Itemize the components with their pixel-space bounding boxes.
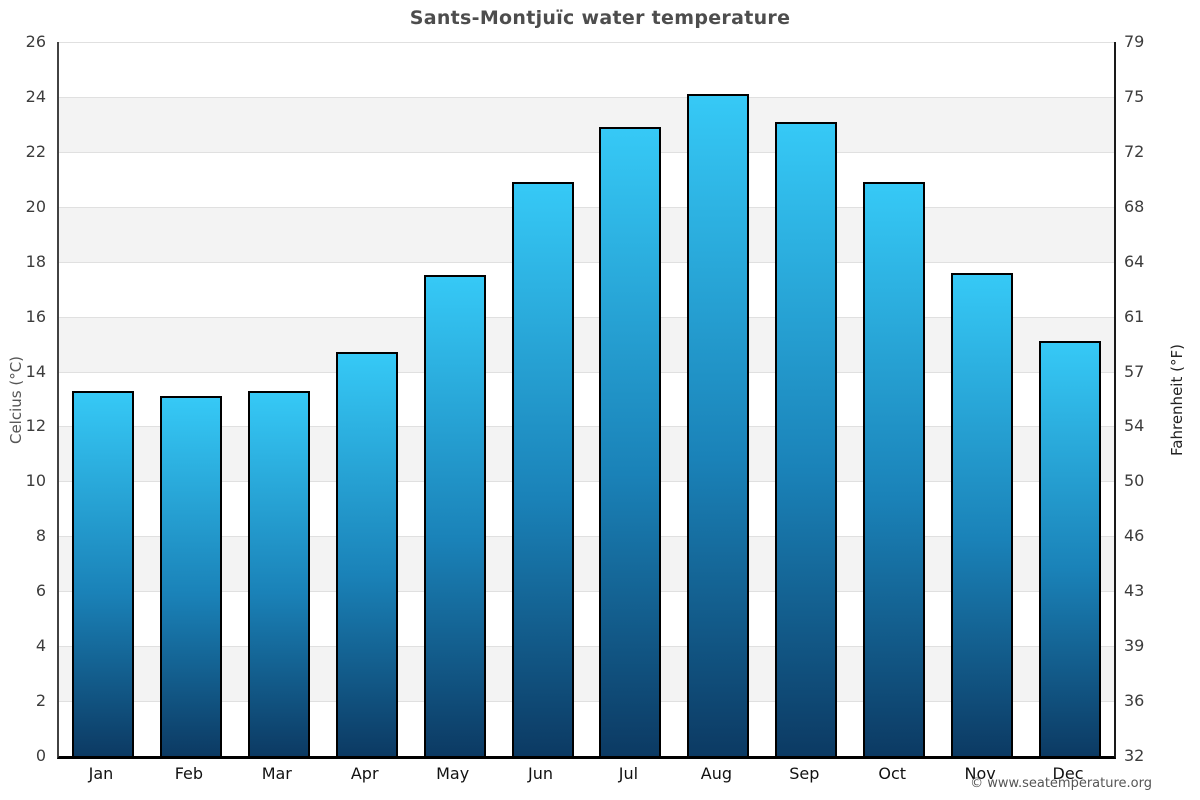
gridline [59, 536, 1114, 538]
chart-title: Sants-Montjuïc water temperature [409, 7, 791, 29]
bar-feb[interactable] [159, 396, 222, 756]
month-label-oct: Oct [878, 764, 907, 783]
bar-apr[interactable] [335, 352, 398, 756]
y-tick-left-22: 22 [25, 141, 46, 161]
y-tick-left-2: 2 [35, 691, 46, 711]
month-label-dec: Dec [1052, 764, 1084, 783]
x-axis-month-labels: Jan Feb Mar Apr May Jun Jul Aug Sep Oct Nov Dec [57, 764, 1112, 790]
month-label-feb: Feb [174, 764, 204, 783]
y-tick-left-12: 12 [25, 416, 46, 436]
month-label-jan: Jan [88, 764, 114, 783]
gridline [59, 261, 1114, 263]
y-tick-right-43: 43 [1124, 581, 1145, 601]
y-tick-left-4: 4 [35, 636, 46, 656]
y-axis-left-ticks: 0 2 4 6 8 10 12 14 16 18 20 22 24 26 [0, 34, 48, 764]
y-tick-right-72: 72 [1124, 141, 1145, 161]
bar-mar[interactable] [247, 390, 310, 756]
y-tick-right-75: 75 [1124, 86, 1145, 106]
y-tick-right-64: 64 [1124, 251, 1145, 271]
bar-jul[interactable] [599, 127, 662, 756]
y-tick-right-79: 79 [1124, 32, 1145, 51]
y-axis-right-ticks: 32 36 39 43 46 50 54 57 61 64 68 72 75 79 [1124, 34, 1184, 764]
y-tick-right-36: 36 [1124, 691, 1145, 711]
y-tick-right-50: 50 [1124, 471, 1145, 491]
gridline [59, 96, 1114, 98]
gridline [59, 646, 1114, 648]
month-label-aug: Aug [700, 764, 732, 783]
y-tick-right-61: 61 [1124, 306, 1145, 326]
plot-band [59, 536, 1114, 592]
month-label-sep: Sep [789, 764, 820, 783]
month-label-mar: Mar [261, 764, 292, 783]
y-tick-left-6: 6 [35, 581, 46, 601]
bar-nov[interactable] [951, 272, 1014, 756]
plot-band [59, 426, 1114, 482]
plot-band [59, 316, 1114, 372]
gridline [59, 481, 1114, 483]
plot-area [57, 42, 1116, 759]
plot-band [59, 152, 1114, 207]
y-tick-right-39: 39 [1124, 636, 1145, 656]
y-tick-left-16: 16 [25, 306, 46, 326]
bar-jan[interactable] [71, 390, 134, 756]
gridline [59, 591, 1114, 593]
gridline [59, 316, 1114, 318]
y-tick-right-32: 32 [1124, 746, 1145, 765]
y-tick-left-10: 10 [25, 471, 46, 491]
y-tick-left-0: 0 [35, 746, 46, 765]
y-tick-left-24: 24 [25, 86, 46, 106]
y-tick-left-26: 26 [25, 32, 46, 51]
month-label-jul: Jul [618, 764, 639, 783]
gridline [59, 371, 1114, 373]
month-label-jun: Jun [528, 764, 554, 783]
y-tick-left-14: 14 [25, 361, 46, 381]
y-tick-right-68: 68 [1124, 196, 1145, 216]
y-tick-right-57: 57 [1124, 361, 1145, 381]
month-label-may: May [436, 764, 470, 783]
y-tick-left-18: 18 [25, 251, 46, 271]
footer-credit: © www.seatemperature.org [970, 776, 1152, 791]
bar-sep[interactable] [775, 121, 838, 756]
month-label-nov: Nov [964, 764, 996, 783]
plot-band [59, 646, 1114, 702]
gridline [59, 151, 1114, 153]
bar-oct[interactable] [863, 182, 926, 756]
bar-aug[interactable] [687, 94, 750, 756]
plot-band [59, 96, 1114, 152]
y-tick-left-8: 8 [35, 526, 46, 546]
gridline [59, 206, 1114, 208]
gridline [59, 701, 1114, 703]
month-label-apr: Apr [350, 764, 379, 783]
plot-band [59, 206, 1114, 262]
bar-dec[interactable] [1039, 341, 1102, 756]
bar-may[interactable] [423, 275, 486, 756]
gridline [59, 426, 1114, 428]
y-tick-right-54: 54 [1124, 416, 1145, 436]
plot-band [59, 42, 1114, 97]
bar-jun[interactable] [511, 182, 574, 756]
gridline [59, 42, 1114, 43]
y-tick-right-46: 46 [1124, 526, 1145, 546]
y-tick-left-20: 20 [25, 196, 46, 216]
